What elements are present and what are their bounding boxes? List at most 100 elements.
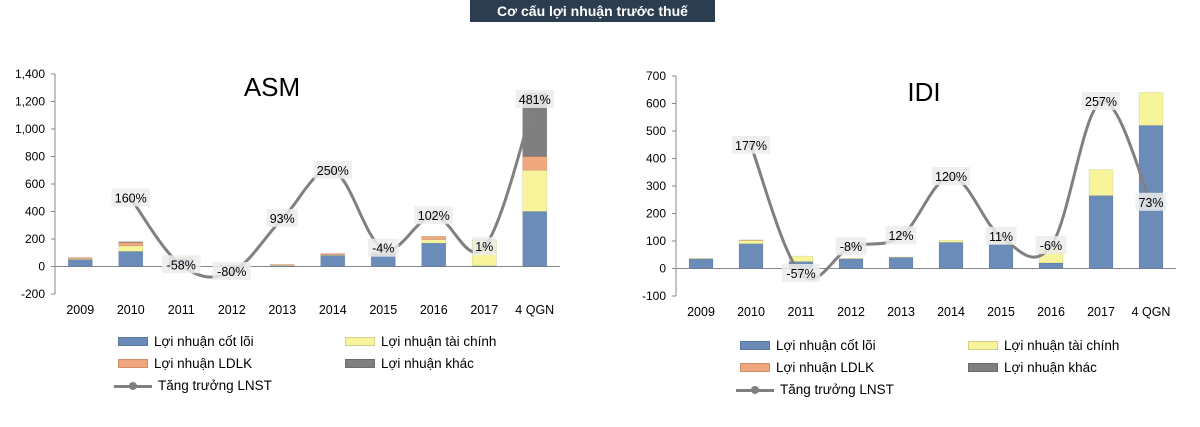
legend-other-label: Lợi nhuận khác — [1004, 360, 1097, 375]
x-tick-label: 2011 — [168, 303, 195, 317]
y-tick-label: -200 — [21, 287, 45, 301]
growth-label: 12% — [888, 229, 913, 243]
bar-core — [738, 243, 764, 269]
chart-section-title: Cơ cấu lợi nhuận trước thuế — [470, 0, 715, 22]
x-tick-label: 2017 — [1087, 305, 1115, 319]
y-tick-label: 400 — [646, 152, 666, 166]
bar-core — [988, 243, 1014, 269]
legend-growth: Tăng trưởng LNST — [114, 378, 272, 393]
legend-other: Lợi nhuận khác — [345, 356, 474, 371]
growth-label-bg — [885, 226, 917, 245]
bar-core — [522, 211, 548, 267]
bar-fin — [838, 258, 864, 260]
legend-fin-swatch — [345, 337, 375, 346]
growth-label-bg — [111, 188, 150, 207]
bar-fin — [522, 170, 548, 212]
x-tick-label: 2016 — [420, 303, 448, 317]
bar-fin — [938, 239, 964, 243]
growth-label: 11% — [989, 230, 1013, 244]
growth-label: 1% — [475, 240, 493, 254]
growth-label-bg — [731, 135, 771, 154]
growth-label: 257% — [1085, 95, 1117, 109]
x-tick-label: 2013 — [268, 303, 296, 317]
y-tick-label: 200 — [25, 232, 45, 246]
legend-core-swatch — [118, 337, 148, 346]
bar-fin — [1088, 169, 1114, 196]
legend-core-label: Lợi nhuận cốt lõi — [154, 334, 254, 349]
x-tick-label: 2013 — [887, 305, 915, 319]
x-tick-label: 2012 — [218, 303, 246, 317]
legend-growth-marker — [114, 381, 152, 391]
growth-label: -8% — [840, 240, 862, 254]
y-tick-label: 1,400 — [15, 67, 45, 81]
x-tick-label: 2009 — [687, 305, 715, 319]
x-tick-label: 2011 — [788, 305, 815, 319]
y-tick-label: 0 — [659, 262, 666, 276]
growth-label-bg — [162, 255, 201, 274]
idi-chart: -100 0 100 200 300 400 500 600 700 2009 2010 2011 20… — [642, 69, 1176, 319]
legend-other-swatch — [345, 359, 375, 368]
legend-growth-label: Tăng trưởng LNST — [780, 382, 894, 397]
chart-title: ASM — [244, 72, 300, 102]
y-tick-label: 400 — [25, 205, 45, 219]
x-tick-label: 4 QGN — [515, 303, 554, 317]
growth-label: 177% — [735, 139, 767, 153]
x-tick-label: 2009 — [66, 303, 94, 317]
x-tick-label: 2017 — [470, 303, 498, 317]
growth-label-bg — [212, 262, 251, 280]
y-tick-label: 1,000 — [15, 122, 45, 136]
bar-fin — [688, 258, 714, 260]
x-tick-label: 4 QGN — [1132, 305, 1171, 319]
growth-label-bg — [367, 238, 399, 257]
y-tick-label: 600 — [25, 177, 45, 191]
growth-label: 250% — [317, 164, 349, 178]
growth-label-bg — [313, 160, 352, 179]
legend-fin: Lợi nhuận tài chính — [968, 338, 1119, 353]
legend-growth-marker — [736, 385, 774, 395]
bar-jv — [738, 239, 764, 241]
y-tick-label: -100 — [642, 289, 666, 303]
legend-other: Lợi nhuận khác — [968, 360, 1097, 375]
x-tick-label: 2010 — [117, 303, 145, 317]
asm-legend: Lợi nhuận cốt lõi Lợi nhuận tài chính Lợ… — [114, 334, 496, 393]
x-tick-label: 2015 — [369, 303, 397, 317]
legend-core-swatch — [740, 341, 770, 350]
legend-jv-swatch — [740, 363, 770, 372]
legend-growth: Tăng trưởng LNST — [736, 382, 894, 397]
legend-jv: Lợi nhuận LDLK — [740, 360, 874, 375]
legend-jv: Lợi nhuận LDLK — [118, 356, 252, 371]
x-tick-label: 2015 — [987, 305, 1015, 319]
bar-other — [118, 241, 144, 243]
growth-label-bg — [1081, 92, 1121, 110]
x-tick-label: 2010 — [737, 305, 765, 319]
chart-title: IDI — [907, 77, 940, 107]
legend-other-label: Lợi nhuận khác — [381, 356, 474, 371]
x-tick-label: 2012 — [837, 305, 865, 319]
bar-jv — [67, 257, 93, 260]
legend-core: Lợi nhuận cốt lõi — [118, 334, 254, 349]
growth-label-bg — [985, 226, 1017, 245]
growth-label-bg — [835, 237, 867, 256]
legend-jv-label: Lợi nhuận LDLK — [776, 360, 875, 375]
legend-core: Lợi nhuận cốt lõi — [740, 338, 876, 353]
legend-jv-swatch — [118, 359, 148, 368]
y-tick-label: 200 — [646, 207, 666, 221]
growth-label-bg — [781, 264, 821, 282]
growth-label: 102% — [418, 209, 450, 223]
asm-chart: -200 0 200 400 600 800 1,000 1,200 1,400 2009 2010… — [15, 67, 560, 317]
y-tick-label: 300 — [646, 179, 666, 193]
growth-label-bg — [266, 208, 298, 227]
growth-label-bg — [1135, 192, 1167, 211]
bar-jv — [269, 264, 295, 266]
growth-label: -4% — [372, 242, 394, 256]
growth-label: -58% — [167, 258, 196, 272]
legend-fin-swatch — [968, 341, 998, 350]
legend-fin-label: Lợi nhuận tài chính — [1004, 338, 1120, 353]
legend-jv-label: Lợi nhuận LDLK — [154, 356, 253, 371]
idi-legend: Lợi nhuận cốt lõi Lợi nhuận tài chính Lợ… — [600, 0, 1200, 427]
legend-other-swatch — [968, 363, 998, 372]
growth-label: 73% — [1138, 196, 1163, 210]
x-tick-label: 2016 — [1037, 305, 1065, 319]
x-tick-label: 2014 — [319, 303, 347, 317]
growth-label: 93% — [270, 212, 295, 226]
